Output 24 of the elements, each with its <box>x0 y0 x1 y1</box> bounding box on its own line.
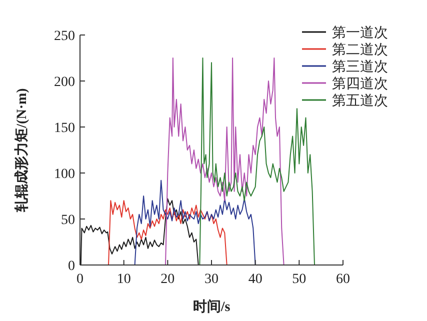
line-series <box>108 200 228 266</box>
x-tick-label: 40 <box>248 272 262 287</box>
x-axis-title: 时间/s <box>192 299 231 315</box>
line-series <box>199 58 318 266</box>
x-tick-label: 50 <box>292 272 306 287</box>
y-axis-title: 轧辊成形力矩/(N·m) <box>14 88 30 213</box>
y-tick-label: 200 <box>54 74 75 90</box>
x-tick-label: 10 <box>116 272 131 287</box>
y-tick-label: 0 <box>68 258 75 274</box>
y-tick-label: 250 <box>54 28 75 44</box>
x-tick-label: 20 <box>160 272 175 287</box>
legend-label: 第一道次 <box>332 24 388 41</box>
legend-label: 第四道次 <box>332 76 388 92</box>
x-tick-label: 60 <box>336 272 350 287</box>
y-tick-label: 150 <box>54 120 75 136</box>
x-tick-label: 30 <box>204 272 218 287</box>
legend-label: 第二道次 <box>332 42 388 58</box>
y-tick-label: 100 <box>54 166 75 182</box>
line-series <box>134 180 256 266</box>
legend-label: 第五道次 <box>332 92 388 109</box>
y-tick-label: 50 <box>61 212 75 228</box>
line-series <box>164 58 284 266</box>
line-series <box>80 198 199 266</box>
legend-label: 第三道次 <box>332 58 388 75</box>
